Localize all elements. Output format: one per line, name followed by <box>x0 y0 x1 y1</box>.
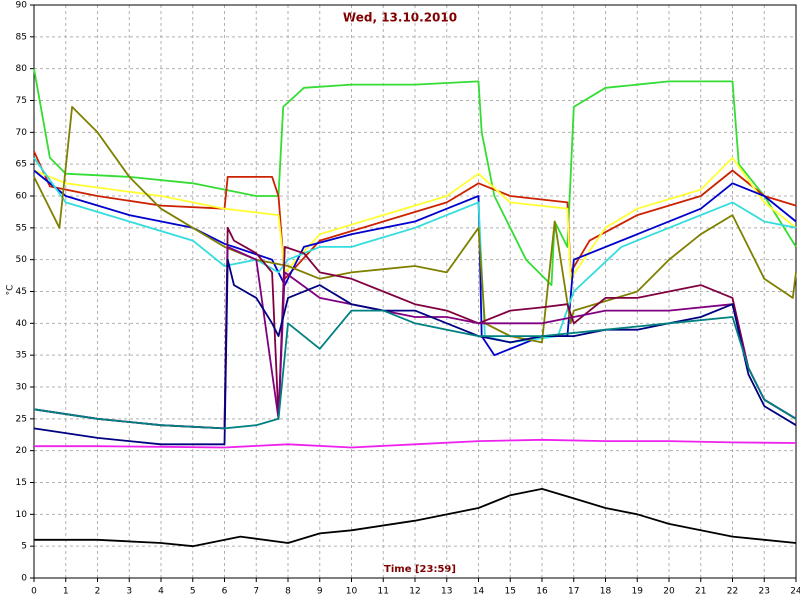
x-axis-label: Time [23:59] <box>384 564 456 575</box>
y-tick-label: 70 <box>16 128 28 138</box>
y-tick-label: 45 <box>16 287 27 297</box>
x-tick-label: 3 <box>126 587 132 597</box>
series-line <box>33 106 797 344</box>
x-tick-label: 11 <box>378 587 389 597</box>
x-tick-label: 4 <box>158 587 164 597</box>
x-tick-label: 24 <box>790 587 800 597</box>
plot-frame <box>33 4 797 579</box>
series-line <box>34 438 797 449</box>
x-tick-label: 22 <box>727 587 738 597</box>
x-tick-label: 21 <box>695 587 706 597</box>
y-tick-label: 75 <box>16 96 27 106</box>
y-tick-label: 5 <box>21 542 27 552</box>
x-tick-label: 14 <box>473 587 485 597</box>
series-line <box>33 169 797 357</box>
series-line <box>33 157 797 344</box>
chart-title: Wed, 13.10.2010 <box>343 11 457 25</box>
series-line <box>33 309 797 430</box>
y-tick-label: 65 <box>16 160 27 170</box>
y-tick-label: 10 <box>16 510 28 520</box>
x-tick-label: 12 <box>409 587 420 597</box>
x-tick-label: 9 <box>317 587 323 597</box>
y-tick-label: 80 <box>16 64 28 74</box>
x-tick-label: 7 <box>253 587 259 597</box>
y-tick-label: 20 <box>16 446 28 456</box>
y-tick-label: 15 <box>16 478 27 488</box>
y-tick-label: 50 <box>16 255 28 265</box>
series-line <box>33 151 797 280</box>
series-line <box>33 68 797 286</box>
x-tick-label: 18 <box>600 587 612 597</box>
x-tick-label: 0 <box>31 587 37 597</box>
x-tick-label: 19 <box>632 587 644 597</box>
series-line <box>33 258 797 446</box>
y-tick-label: 55 <box>16 223 27 233</box>
y-tick-label: 60 <box>16 192 28 202</box>
x-tick-label: 2 <box>95 587 101 597</box>
y-axis-label: °C <box>6 285 16 296</box>
y-tick-label: 30 <box>16 383 28 393</box>
x-tick-label: 13 <box>441 587 452 597</box>
x-tick-label: 1 <box>63 587 69 597</box>
x-tick-label: 10 <box>346 587 358 597</box>
series-line <box>33 156 797 280</box>
y-tick-label: 40 <box>16 319 28 329</box>
y-tick-label: 85 <box>16 32 27 42</box>
x-tick-label: 16 <box>536 587 548 597</box>
x-tick-label: 20 <box>663 587 675 597</box>
x-tick-label: 8 <box>285 587 291 597</box>
x-tick-label: 6 <box>222 587 228 597</box>
y-tick-label: 35 <box>16 351 27 361</box>
series-line <box>34 488 797 548</box>
y-tick-label: 90 <box>16 1 28 11</box>
x-tick-label: 23 <box>759 587 770 597</box>
y-tick-label: 25 <box>16 414 27 424</box>
x-tick-label: 17 <box>568 587 579 597</box>
series-line <box>33 226 797 430</box>
y-tick-label: 0 <box>21 574 27 584</box>
x-tick-label: 15 <box>505 587 516 597</box>
x-tick-label: 5 <box>190 587 196 597</box>
